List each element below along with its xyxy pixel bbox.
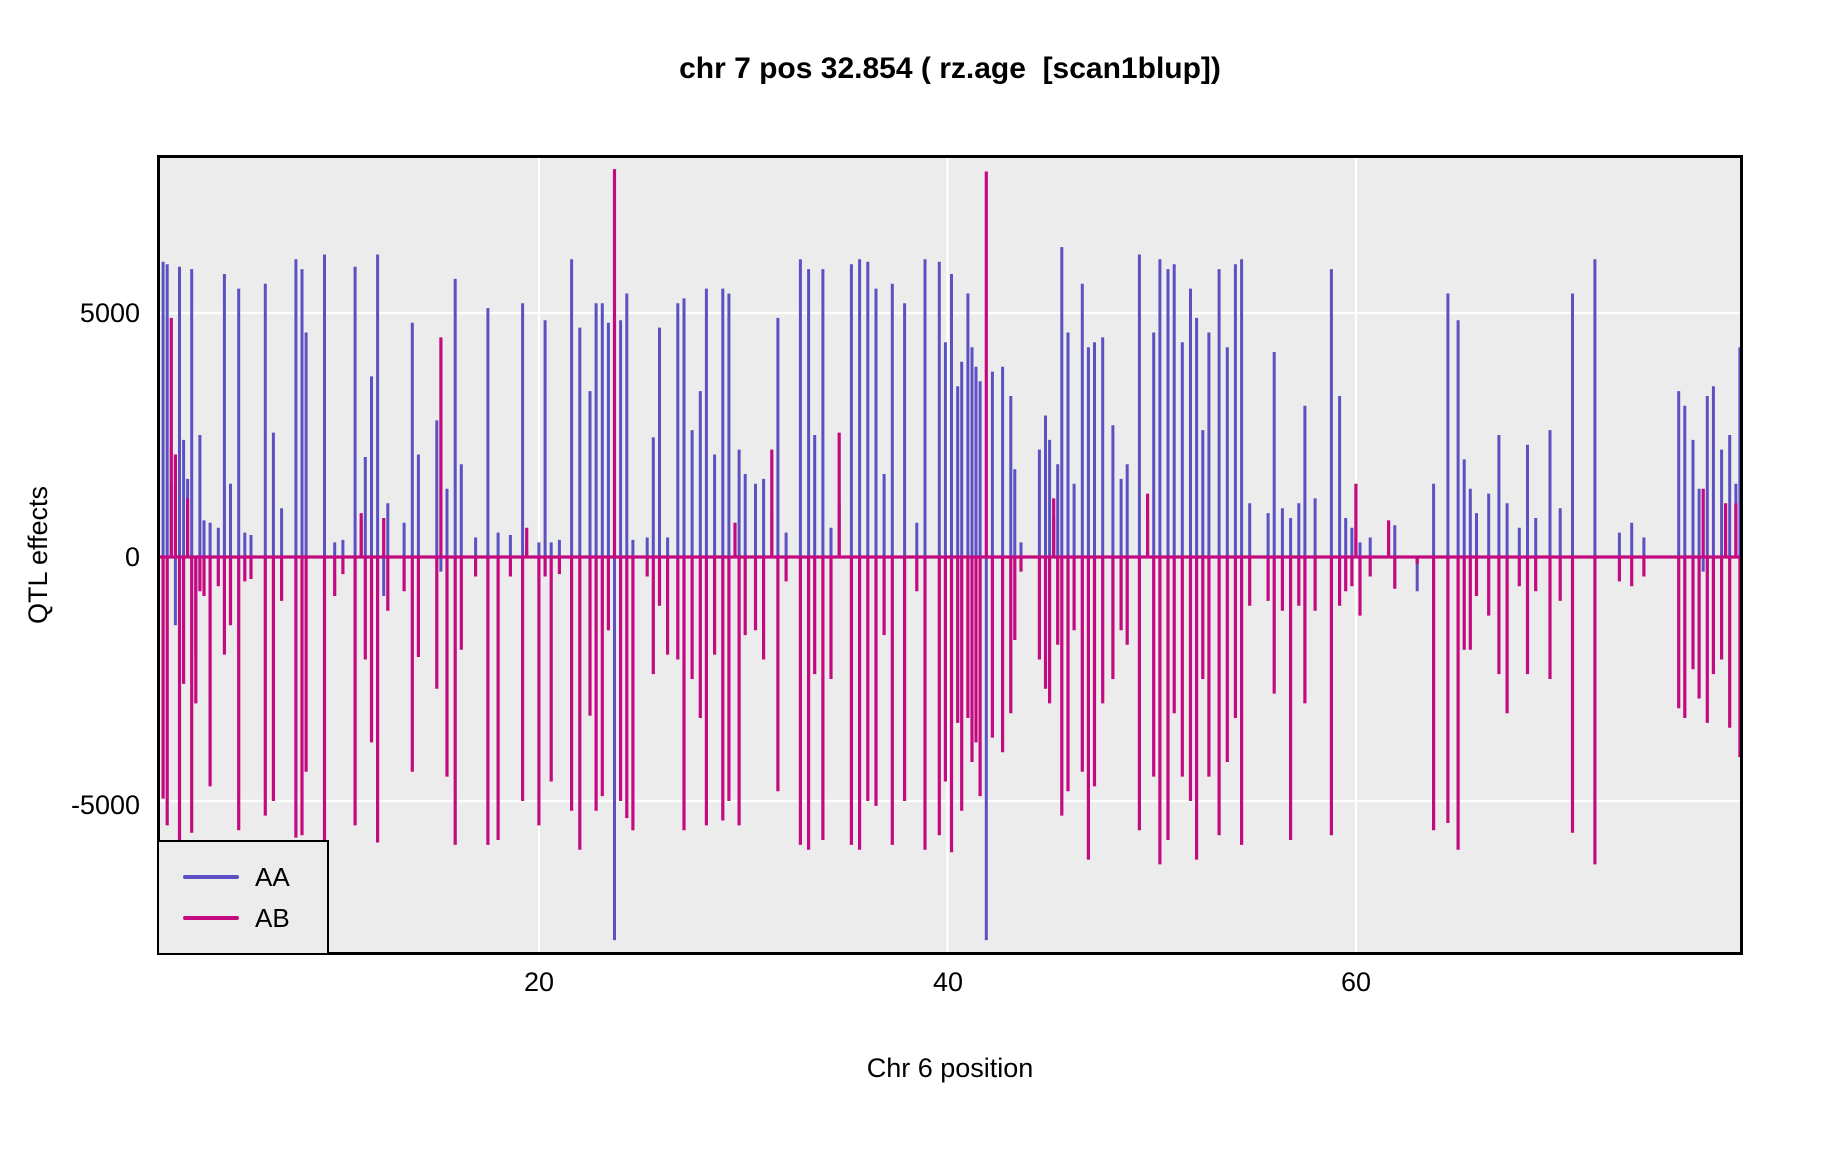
ab-line-swatch — [183, 916, 239, 920]
aa-line-swatch — [183, 875, 239, 879]
chart-title: chr 7 pos 32.854 ( rz.age [scan1blup]) — [679, 52, 1221, 85]
x-tick-60: 60 — [1340, 967, 1372, 997]
x-tick-20: 20 — [523, 967, 555, 997]
legend-item-ab: AB — [159, 902, 327, 934]
x-axis-label: Chr 6 position — [866, 1053, 1034, 1083]
y-tick-5000: 5000 — [79, 298, 140, 328]
x-tick-40: 40 — [932, 967, 964, 997]
y-tick-neg5000: -5000 — [70, 790, 140, 820]
legend-label-ab: AB — [255, 903, 290, 933]
plot-area — [157, 155, 1743, 955]
legend-item-aa: AA — [159, 861, 327, 893]
y-tick-0: 0 — [124, 542, 140, 572]
legend: AA AB — [157, 840, 329, 955]
legend-label-aa: AA — [255, 862, 290, 892]
